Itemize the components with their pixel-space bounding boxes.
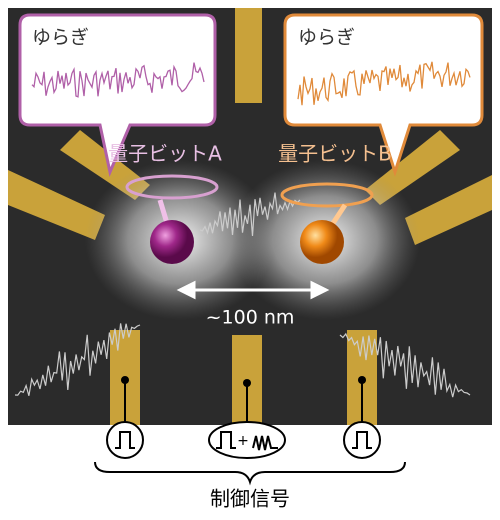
noise-wave	[14, 192, 471, 398]
bubble-label: ゆらぎ	[32, 27, 89, 49]
noise-wave	[14, 323, 141, 396]
distance-label: ~100 nm	[206, 307, 295, 329]
noise-wave	[339, 332, 471, 398]
pulse-plus: +	[237, 433, 249, 449]
electrode-dots	[121, 376, 366, 387]
qubit-a	[150, 220, 194, 264]
fluctuation-signal	[297, 61, 471, 106]
distance-arrow	[176, 280, 330, 300]
rotation-arrow	[280, 182, 374, 208]
bubble-b	[283, 13, 484, 177]
rotation-arrow	[125, 174, 219, 200]
control-label: 制御信号	[210, 487, 290, 511]
noise-wave	[199, 192, 301, 237]
qubit-label: 量子ビットB	[278, 142, 392, 166]
bubble-label: ゆらぎ	[298, 27, 355, 49]
qubit-label: 量子ビットA	[108, 142, 222, 166]
qubit-b	[300, 220, 344, 264]
control-lines	[94, 382, 406, 486]
fluctuation-signal	[31, 62, 205, 98]
